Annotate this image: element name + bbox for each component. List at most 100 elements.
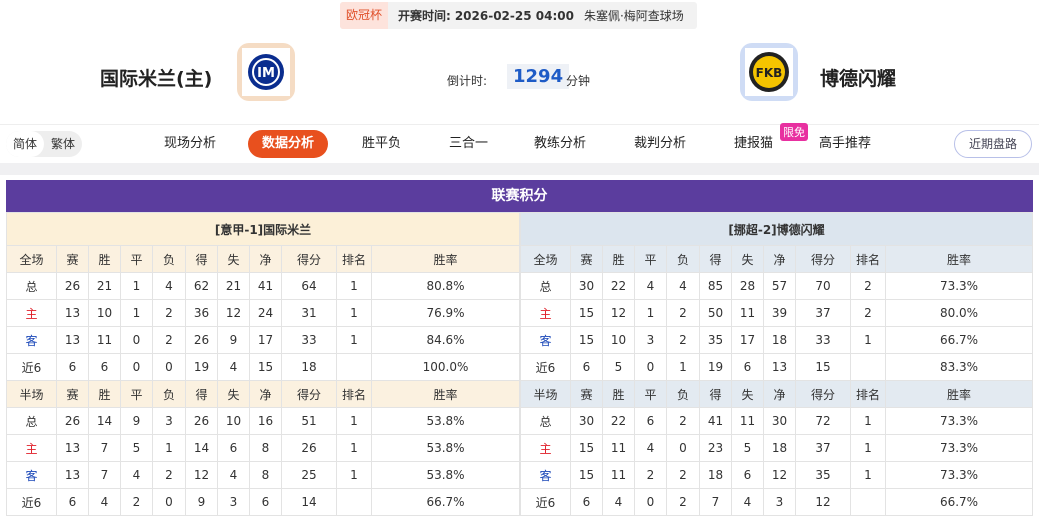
cell: 7 (88, 461, 121, 489)
cell: 26 (185, 326, 218, 354)
data-row: 总 30 22 4 4 85 28 57 70 2 73.3% (520, 272, 1034, 300)
cell: 4 (152, 272, 186, 300)
tab[interactable]: 胜平负 (362, 136, 402, 151)
away-logo-icon: FKB (745, 48, 793, 96)
header-cell: 负 (666, 245, 700, 273)
cell: 11 (602, 461, 635, 489)
cell: 2 (152, 461, 186, 489)
recent-button[interactable]: 近期盘路 (954, 130, 1033, 158)
data-row: 主 13 10 1 2 36 12 24 31 1 76.9% (6, 299, 521, 327)
cell: 9 (120, 407, 153, 435)
cell: 33 (795, 326, 851, 354)
cell: 37 (795, 434, 851, 462)
cell: 17 (731, 326, 764, 354)
time-label: 开赛时间: (398, 9, 451, 23)
cell (850, 353, 886, 381)
language[interactable]: 繁体 (51, 137, 76, 151)
cell: 0 (120, 326, 153, 354)
row-label: 主 (520, 299, 571, 327)
cell: 1 (850, 326, 886, 354)
cell: 64 (281, 272, 337, 300)
tab[interactable]: 高手推荐 (819, 136, 872, 151)
data-row: 近6 6 6 0 0 19 4 15 18 100.0% (6, 353, 521, 381)
cell: 30 (763, 407, 796, 435)
cell: 26 (56, 407, 89, 435)
cell: 1 (850, 461, 886, 489)
cell: 15 (570, 434, 603, 462)
cell: 26 (185, 407, 218, 435)
language[interactable]: 简体 (6, 131, 45, 157)
tab[interactable]: 数据分析 (248, 130, 329, 158)
cell: 73.3% (884, 434, 1034, 462)
cell: 1 (336, 434, 372, 462)
header-cell: 胜 (602, 380, 635, 408)
cell: 6 (56, 353, 89, 381)
cell: 66.7% (884, 488, 1034, 516)
cell: 13 (56, 461, 89, 489)
cell: 84.6% (370, 326, 521, 354)
header-cell: 平 (634, 245, 667, 273)
header-cell: 净 (249, 380, 282, 408)
away-team: 博德闪耀 (820, 68, 897, 90)
tab[interactable]: 现场分析 (164, 136, 217, 151)
tab[interactable]: 三合一 (449, 136, 489, 151)
data-row: 近6 6 4 0 2 7 4 3 12 66.7% (520, 488, 1034, 516)
cell: 11 (731, 299, 764, 327)
header-cell: 失 (217, 245, 250, 273)
cell: 30 (570, 407, 603, 435)
cell: 9 (217, 326, 250, 354)
header-cell: 排名 (850, 245, 886, 273)
cell: 0 (120, 353, 153, 381)
svg-text:IM: IM (257, 66, 275, 81)
cell: 73.3% (884, 272, 1034, 300)
tab[interactable]: 教练分析 (534, 136, 587, 151)
cell: 1 (336, 461, 372, 489)
row-label: 主 (520, 434, 571, 462)
cell: 66.7% (370, 488, 521, 516)
header-cell: 平 (634, 380, 667, 408)
cell: 2 (152, 326, 186, 354)
cell: 6 (570, 353, 603, 381)
standings-table: [意甲-1]国际米兰 全场赛胜平负得失净得分 排名 胜率总 26 21 1 4 62 21 41 64… (5, 212, 521, 516)
cell: 57 (763, 272, 796, 300)
row-label: 总 (520, 272, 571, 300)
header-cell: 得分 (795, 245, 851, 273)
tab[interactable]: 捷报猫 (734, 136, 774, 151)
header-cell: 失 (731, 380, 764, 408)
cell: 2 (666, 488, 700, 516)
cell: 18 (763, 434, 796, 462)
cell: 18 (281, 353, 337, 381)
venue: 朱塞佩·梅阿查球场 (583, 9, 684, 23)
cell: 0 (152, 353, 186, 381)
cell: 73.3% (884, 461, 1034, 489)
cell: 2 (666, 461, 700, 489)
data-row: 主 15 12 1 2 50 11 39 37 2 80.0% (520, 299, 1034, 327)
cell: 1 (152, 434, 186, 462)
cell: 11 (88, 326, 121, 354)
cell: 70 (795, 272, 851, 300)
header-cell: 赛 (570, 245, 603, 273)
cell: 15 (570, 299, 603, 327)
row-label: 总 (520, 407, 571, 435)
countdown-label: 倒计时: (447, 74, 488, 88)
cell: 50 (699, 299, 732, 327)
cell: 25 (281, 461, 337, 489)
header-cell: 平 (120, 245, 153, 273)
row-label: 客 (520, 326, 571, 354)
cell: 28 (731, 272, 764, 300)
data-row: 客 13 7 4 2 12 4 8 25 1 53.8% (6, 461, 521, 489)
cell: 4 (217, 353, 250, 381)
cell: 15 (795, 353, 851, 381)
tab[interactable]: 裁判分析 (634, 136, 687, 151)
data-row: 主 15 11 4 0 23 5 18 37 1 73.3% (520, 434, 1034, 462)
cell: 7 (88, 434, 121, 462)
cell: 53.8% (370, 461, 521, 489)
cell: 1 (666, 353, 700, 381)
header-cell: 净 (763, 380, 796, 408)
cell: 3 (763, 488, 796, 516)
header-cell: 得分 (281, 380, 337, 408)
cell: 22 (602, 407, 635, 435)
cell: 12 (795, 488, 851, 516)
cell: 1 (850, 407, 886, 435)
data-row: 近6 6 4 2 0 9 3 6 14 66.7% (6, 488, 521, 516)
